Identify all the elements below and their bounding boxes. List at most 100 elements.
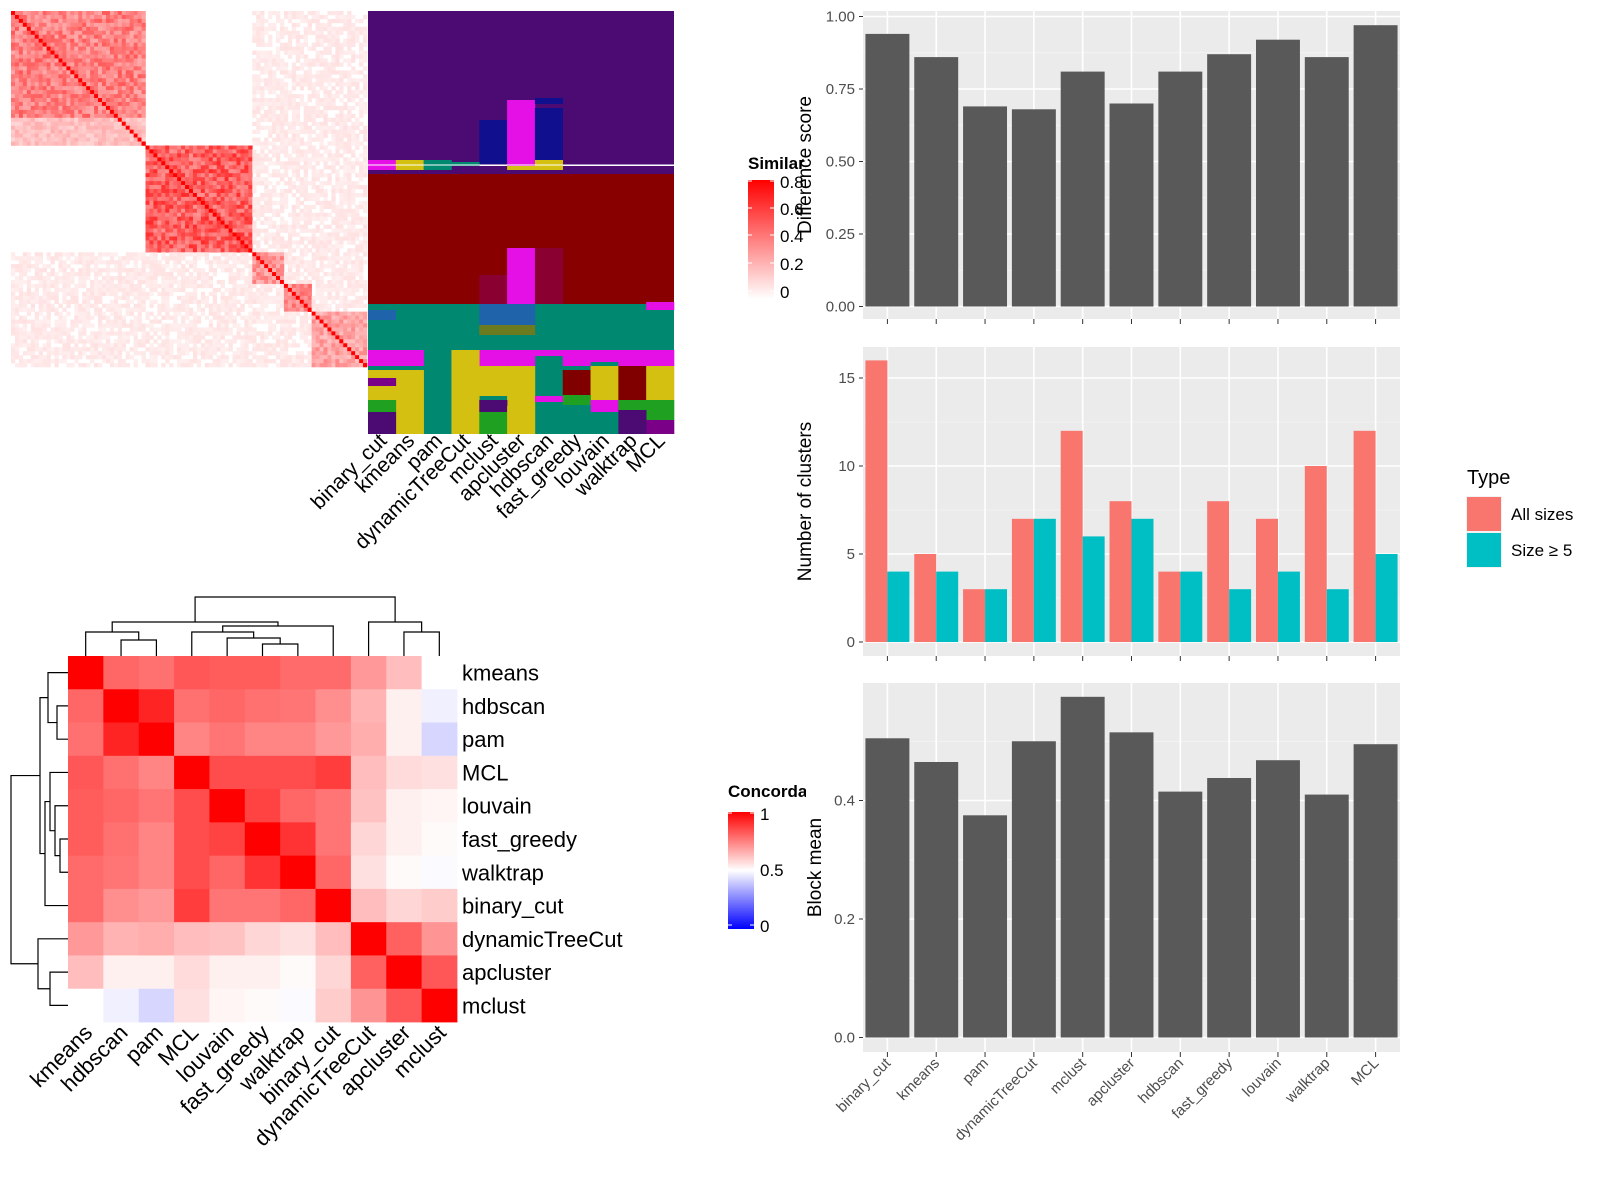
similarity-heatmap-cell: [185, 248, 190, 253]
similarity-heatmap-cell: [105, 46, 111, 51]
similarity-heatmap-cell: [18, 303, 24, 308]
similarity-heatmap-cell: [264, 276, 269, 281]
similarity-heatmap-cell: [181, 279, 186, 285]
similarity-heatmap-cell: [351, 315, 356, 320]
similarity-heatmap-cell: [137, 268, 142, 273]
similarity-heatmap-cell: [105, 347, 111, 352]
similarity-heatmap-cell: [82, 303, 87, 308]
similarity-heatmap-cell: [363, 208, 368, 214]
similarity-heatmap-cell: [327, 42, 332, 47]
similarity-heatmap-cell: [113, 38, 119, 43]
similarity-heatmap-cell: [98, 133, 103, 138]
similarity-heatmap-cell: [264, 319, 269, 324]
similarity-heatmap-cell: [82, 260, 87, 265]
similarity-heatmap-cell: [264, 196, 269, 202]
similarity-heatmap-cell: [244, 287, 249, 293]
similarity-heatmap-cell: [145, 248, 150, 253]
similarity-heatmap-cell: [272, 268, 277, 273]
similarity-heatmap-cell: [323, 272, 328, 277]
similarity-heatmap-cell: [78, 105, 83, 111]
similarity-heatmap-cell: [303, 208, 308, 214]
similarity-heatmap-cell: [14, 121, 20, 127]
similarity-heatmap-cell: [355, 90, 360, 95]
similarity-heatmap-cell: [101, 121, 107, 127]
similarity-heatmap-cell: [256, 279, 261, 285]
similarity-heatmap-cell: [268, 82, 273, 87]
similarity-heatmap-cell: [303, 323, 308, 328]
similarity-heatmap-cell: [94, 264, 99, 269]
similarity-heatmap-cell: [78, 339, 83, 344]
similarity-heatmap-cell: [125, 268, 130, 273]
similarity-heatmap-cell: [319, 98, 324, 103]
similarity-heatmap-cell: [268, 141, 273, 146]
similarity-heatmap-cell: [276, 311, 281, 316]
similarity-heatmap-cell: [153, 256, 158, 261]
similarity-heatmap-cell: [260, 339, 265, 344]
similarity-heatmap-cell: [66, 70, 71, 75]
similarity-heatmap-cell: [347, 208, 352, 214]
similarity-heatmap-cell: [11, 94, 16, 99]
similarity-heatmap-cell: [359, 339, 364, 344]
similarity-heatmap-cell: [244, 192, 249, 198]
similarity-heatmap-cell: [173, 200, 178, 206]
similarity-heatmap-cell: [343, 319, 348, 324]
similarity-heatmap-cell: [291, 157, 297, 162]
similarity-heatmap-cell: [149, 260, 154, 265]
similarity-heatmap-cell: [86, 291, 91, 297]
similarity-heatmap-cell: [42, 137, 47, 142]
similarity-heatmap-cell: [283, 279, 289, 285]
similarity-heatmap-cell: [113, 66, 119, 71]
similarity-heatmap-cell: [101, 34, 107, 39]
similarity-heatmap-cell: [252, 208, 257, 214]
similarity-heatmap-cell: [113, 260, 119, 265]
similarity-heatmap-cell: [18, 30, 24, 36]
similarity-heatmap-cell: [196, 200, 202, 206]
similarity-heatmap-cell: [299, 228, 305, 233]
similarity-heatmap-cell: [295, 173, 301, 178]
similarity-heatmap-cell: [46, 62, 51, 67]
similarity-heatmap-cell: [264, 78, 269, 83]
similarity-heatmap-cell: [232, 169, 237, 174]
similarity-heatmap-cell: [319, 351, 324, 356]
similarity-heatmap-cell: [62, 287, 67, 293]
similarity-heatmap-cell: [295, 351, 301, 356]
similarity-heatmap-cell: [347, 30, 352, 36]
similarity-heatmap-cell: [291, 315, 297, 320]
similarity-heatmap-cell: [212, 335, 217, 340]
similarity-heatmap-cell: [105, 34, 111, 39]
similarity-heatmap-cell: [74, 343, 79, 348]
similarity-heatmap-cell: [133, 295, 138, 301]
similarity-heatmap-cell: [169, 153, 174, 158]
similarity-heatmap-cell: [216, 204, 221, 210]
similarity-heatmap-cell: [252, 101, 257, 107]
similarity-heatmap-cell: [46, 129, 51, 134]
similarity-heatmap-cell: [14, 287, 20, 293]
similarity-heatmap-cell: [101, 327, 107, 332]
similarity-heatmap-cell: [117, 323, 123, 328]
similarity-heatmap-cell: [347, 200, 352, 206]
similarity-heatmap-cell: [303, 125, 308, 130]
similarity-heatmap-cell: [228, 196, 233, 202]
similarity-heatmap-cell: [335, 252, 340, 257]
similarity-heatmap-cell: [70, 347, 75, 352]
similarity-heatmap-cell: [113, 347, 119, 352]
similarity-heatmap-cell: [279, 260, 285, 265]
similarity-heatmap-cell: [94, 121, 99, 127]
similarity-heatmap-cell: [26, 113, 32, 119]
similarity-heatmap-cell: [343, 287, 348, 293]
similarity-heatmap-cell: [185, 173, 190, 178]
similarity-heatmap-cell: [279, 264, 285, 269]
similarity-heatmap-cell: [82, 268, 87, 273]
similarity-heatmap-cell: [240, 224, 245, 229]
similarity-heatmap-cell: [268, 200, 273, 206]
similarity-heatmap-cell: [189, 192, 194, 198]
similarity-heatmap-cell: [125, 98, 130, 103]
similarity-heatmap-cell: [323, 113, 328, 119]
similarity-heatmap-cell: [177, 228, 182, 233]
similarity-heatmap-cell: [66, 58, 71, 63]
similarity-heatmap-cell: [264, 232, 269, 237]
similarity-heatmap-cell: [54, 117, 59, 123]
similarity-heatmap-cell: [11, 86, 16, 91]
similarity-heatmap-cell: [26, 276, 32, 281]
similarity-heatmap-cell: [18, 11, 24, 16]
